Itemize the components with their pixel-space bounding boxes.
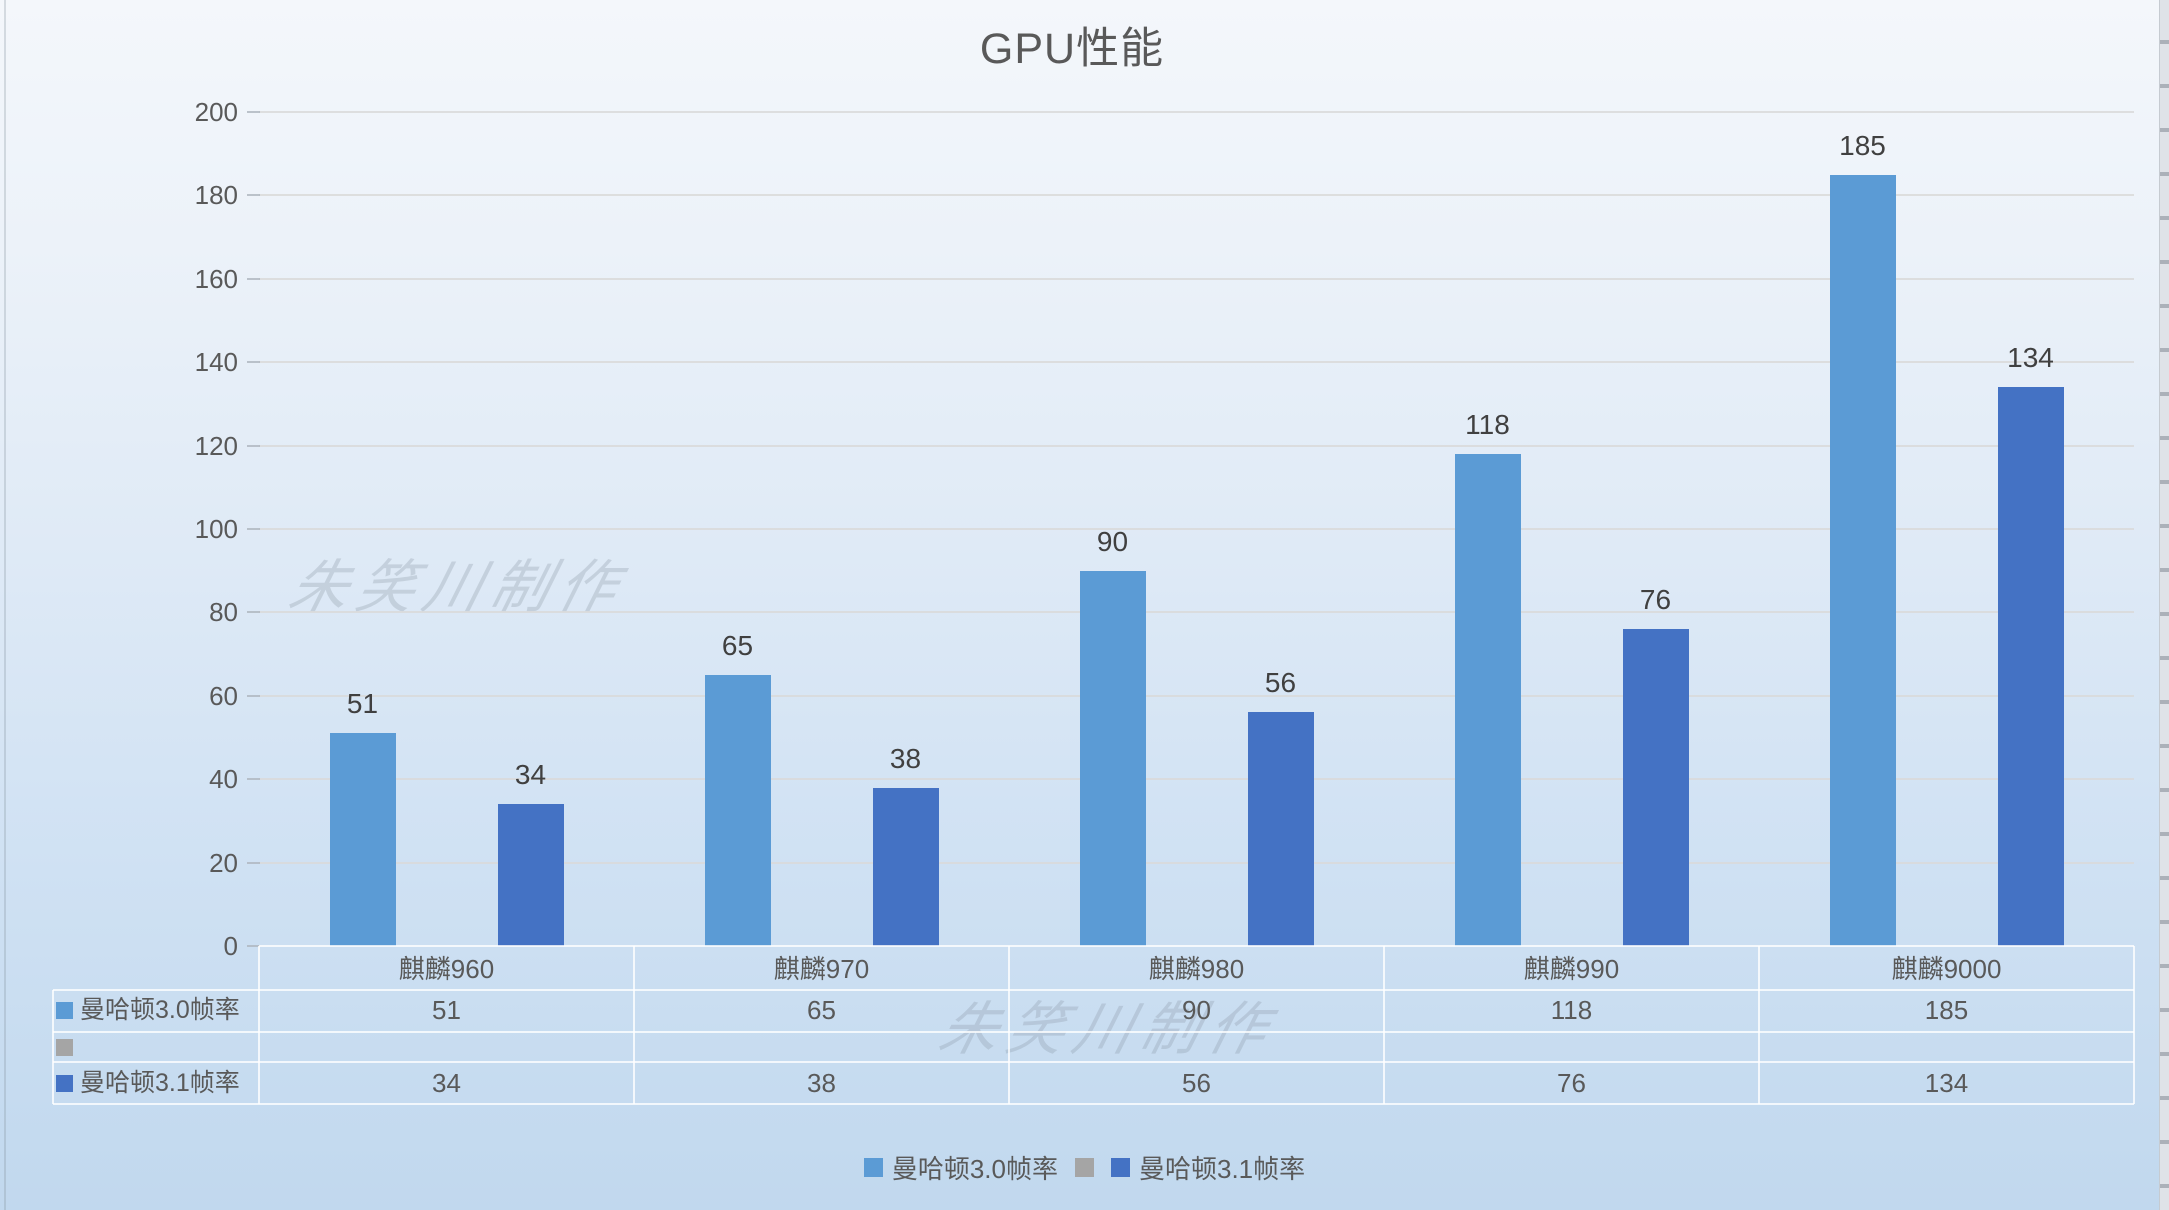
table-cell-value: 90: [1182, 995, 1211, 1025]
gridline: [259, 111, 2134, 113]
chart-title[interactable]: GPU性能: [979, 25, 1165, 73]
y-axis-tick-label: 160: [194, 263, 238, 294]
legend-item-label: 曼哈顿3.0帧率: [891, 1153, 1058, 1184]
table-cell-value: 38: [807, 1068, 836, 1098]
y-axis-tick-label: 140: [194, 347, 238, 378]
bar-data-label: 65: [721, 629, 754, 661]
bar-data-label: 90: [1096, 525, 1129, 557]
gridline: [259, 694, 2134, 697]
table-cell-value: 76: [1557, 1068, 1586, 1098]
bar-manhattan-3-0[interactable]: [704, 674, 771, 946]
bar-data-label: 56: [1264, 667, 1297, 699]
y-axis-tick-label: 100: [194, 514, 238, 544]
bar-manhattan-3-1[interactable]: [1247, 712, 1314, 946]
y-axis-tick: [247, 861, 260, 864]
bar-manhattan-3-0[interactable]: [1829, 174, 1896, 946]
table-cell-value: 118: [1550, 995, 1593, 1025]
y-axis-tick-label: 80: [209, 597, 238, 628]
y-axis-tick: [247, 778, 260, 781]
table-cell-value: 51: [432, 995, 461, 1025]
legend-item[interactable]: [1075, 1157, 1094, 1177]
y-axis-tick-label: 0: [223, 931, 238, 961]
y-axis-tick-label: 20: [209, 847, 238, 878]
table-header-cell: 麒麟990: [1523, 954, 1620, 984]
table-cell-value: 65: [807, 995, 836, 1025]
table-border: [1383, 946, 1385, 1104]
legend-swatch-icon: [863, 1157, 883, 1177]
table-border: [2133, 946, 2135, 1104]
table-row-marker-icon: [56, 1074, 73, 1092]
legend-item[interactable]: 曼哈顿3.1帧率: [1111, 1149, 1305, 1186]
gridline: [259, 778, 2134, 781]
y-axis-tick: [247, 277, 260, 280]
gridline: [259, 361, 2134, 364]
y-axis-tick: [247, 444, 260, 447]
gridline: [259, 611, 2134, 614]
y-axis-tick: [247, 945, 260, 947]
gridline: [259, 861, 2134, 864]
y-axis-tick-label: 200: [194, 97, 238, 127]
bar-manhattan-3-1[interactable]: [497, 804, 564, 946]
legend-item[interactable]: 曼哈顿3.0帧率: [863, 1149, 1058, 1186]
table-cell-value: 34: [432, 1068, 461, 1098]
table-row-label: 曼哈顿3.0帧率: [80, 996, 240, 1024]
bar-data-label: 185: [1839, 129, 1886, 161]
bar-manhattan-3-0[interactable]: [329, 733, 396, 946]
table-row-marker-icon: [56, 1001, 73, 1019]
table-header-cell: 麒麟980: [1148, 954, 1245, 984]
table-border: [1008, 946, 1010, 1104]
legend-item-label: 曼哈顿3.1帧率: [1139, 1153, 1306, 1184]
y-axis-tick: [247, 528, 260, 530]
table-cell-value: 185: [1924, 995, 1969, 1025]
gridline: [259, 528, 2134, 530]
y-axis-tick: [247, 111, 260, 113]
table-border: [53, 1061, 2134, 1063]
y-axis-tick-label: 180: [194, 180, 238, 211]
bar-manhattan-3-1[interactable]: [1997, 387, 2064, 946]
table-cell-value: 56: [1182, 1068, 1211, 1098]
bar-data-label: 134: [2007, 342, 2054, 374]
table-header-cell: 麒麟970: [773, 954, 870, 984]
legend-swatch-icon: [1075, 1157, 1094, 1177]
table-border: [633, 946, 635, 1104]
slide-edge-line: [4, 0, 6, 1210]
y-axis-tick: [247, 194, 260, 197]
gridline: [259, 194, 2134, 197]
y-axis-tick: [247, 611, 260, 614]
chart-legend: 曼哈顿3.0帧率 曼哈顿3.1帧率: [0, 1147, 2169, 1187]
table-row-marker-icon: [56, 1038, 73, 1056]
bar-manhattan-3-0[interactable]: [1454, 453, 1521, 946]
table-border: [52, 990, 54, 1104]
y-axis-tick-label: 60: [209, 680, 238, 711]
gridline: [259, 277, 2134, 280]
y-axis-tick-label: 40: [209, 764, 238, 795]
bar-manhattan-3-0[interactable]: [1079, 570, 1146, 946]
table-border: [53, 1031, 2134, 1033]
table-header-cell: 麒麟9000: [1891, 954, 2002, 984]
table-border: [259, 945, 2134, 947]
bar-data-label: 51: [346, 688, 379, 720]
table-row-label: 曼哈顿3.1帧率: [80, 1069, 240, 1097]
bar-data-label: 76: [1639, 584, 1672, 616]
bar-data-label: 34: [514, 759, 547, 791]
y-axis-tick: [247, 694, 260, 697]
scrollbar[interactable]: [2159, 0, 2169, 1210]
gridline: [259, 444, 2134, 447]
bar-manhattan-3-1[interactable]: [872, 787, 939, 946]
bar-manhattan-3-1[interactable]: [1622, 629, 1689, 946]
table-border: [258, 946, 260, 1104]
bar-data-label: 38: [889, 742, 922, 774]
bar-data-label: 118: [1465, 408, 1510, 440]
table-header-cell: 麒麟960: [398, 954, 495, 984]
y-axis-tick: [247, 361, 260, 364]
table-border: [53, 989, 2134, 991]
table-cell-value: 134: [1924, 1068, 1969, 1098]
table-border: [53, 1103, 2134, 1105]
table-border: [1758, 946, 1760, 1104]
y-axis-tick-label: 120: [194, 430, 238, 461]
legend-swatch-icon: [1111, 1157, 1130, 1177]
